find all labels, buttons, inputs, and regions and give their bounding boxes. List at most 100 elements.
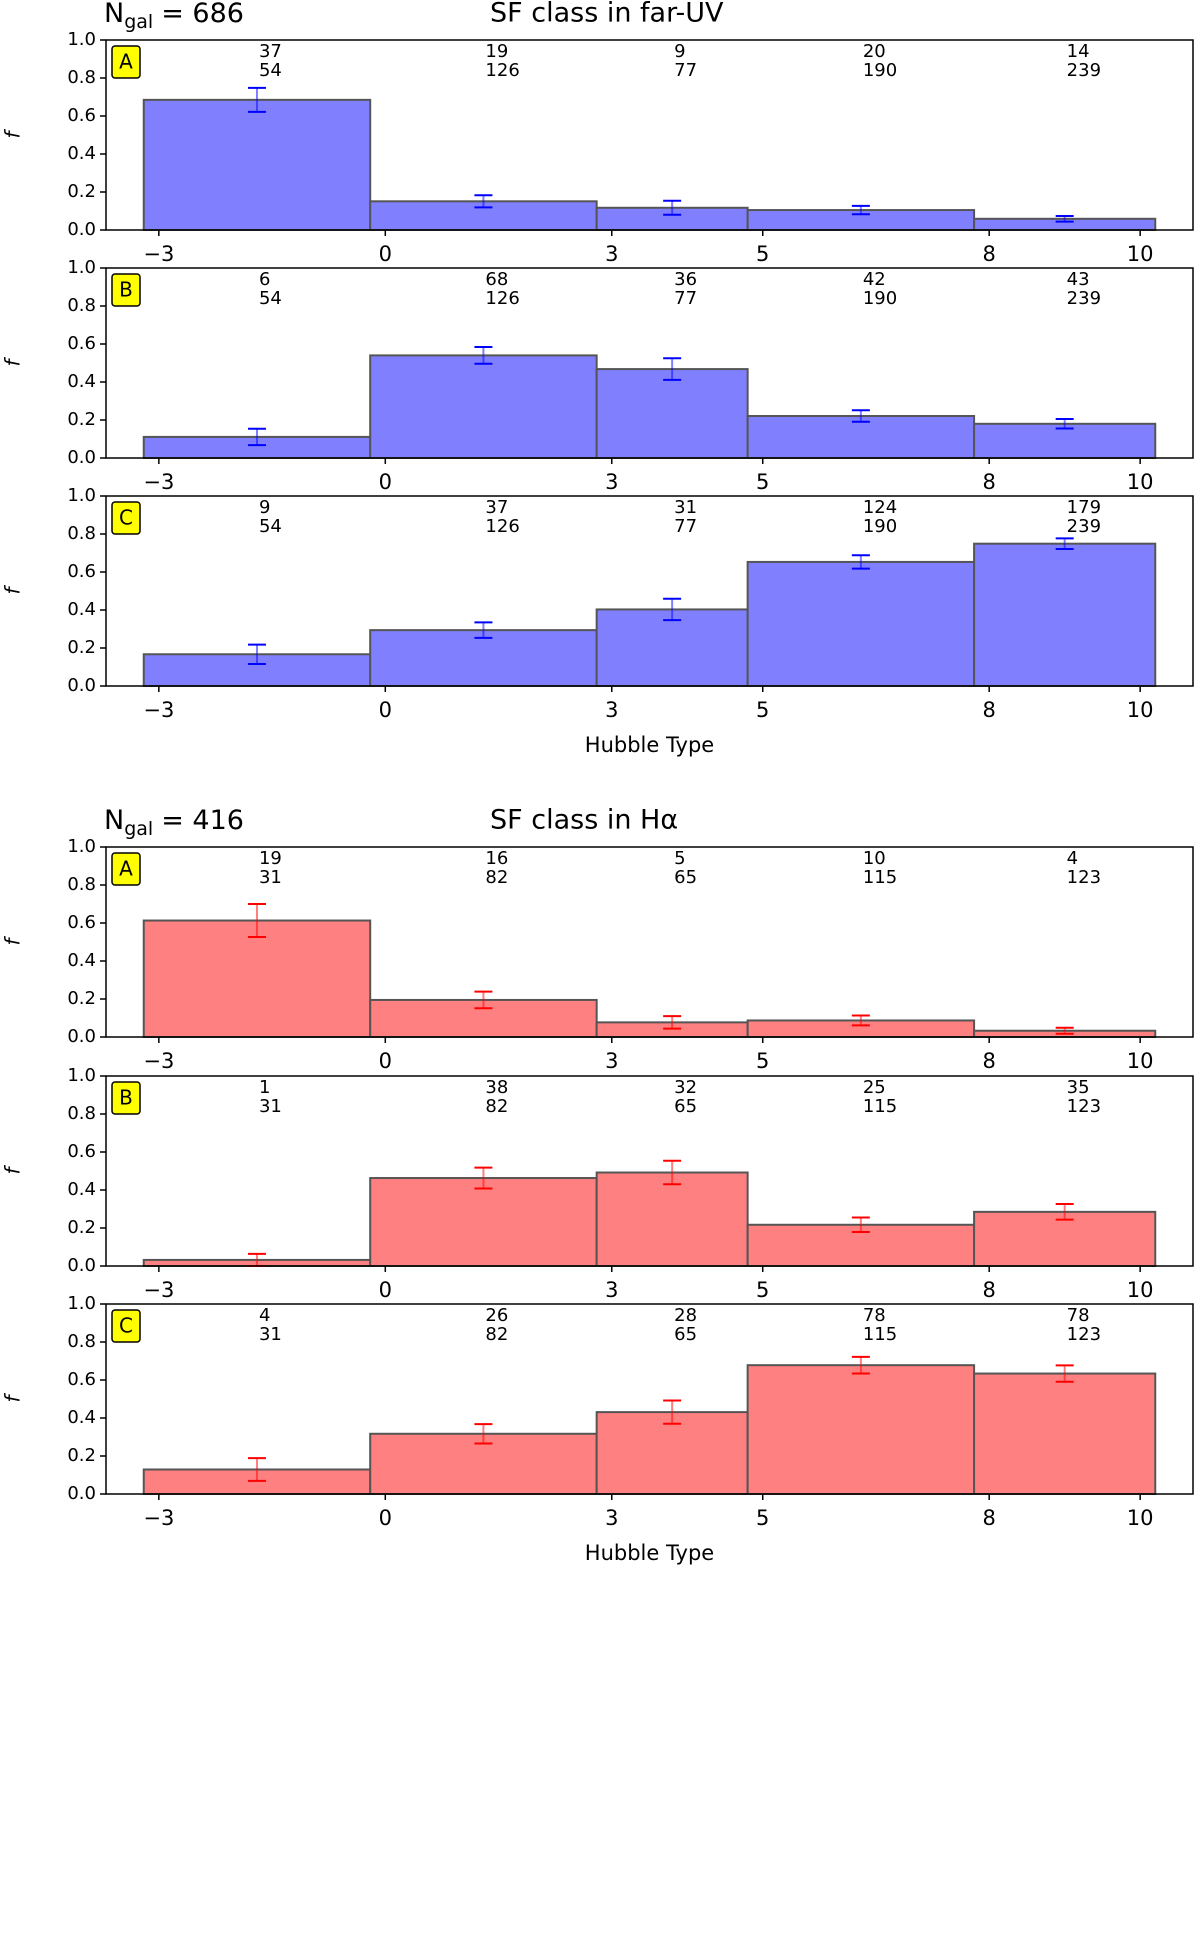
x-tick-label: −3	[143, 1049, 174, 1073]
count-label: 4	[259, 1305, 270, 1326]
error-bar	[474, 1423, 493, 1445]
y-tick-label: 0.4	[67, 143, 96, 164]
error-bar	[1055, 1026, 1074, 1035]
x-tick-label: 3	[605, 470, 618, 494]
total-label: 77	[674, 516, 697, 537]
count-label: 20	[863, 41, 886, 62]
panel-label: A	[119, 857, 133, 881]
y-tick-label: 0.4	[67, 371, 96, 392]
y-tick-label: 0.8	[67, 523, 96, 544]
x-tick-label: 5	[756, 242, 769, 266]
bar	[142, 98, 372, 231]
x-axis-label: Hubble Type	[585, 733, 714, 757]
total-label: 115	[863, 1096, 897, 1117]
y-tick-label: 0.4	[67, 599, 96, 620]
panel-label: C	[119, 506, 133, 530]
panel-label-box	[111, 1309, 141, 1343]
y-axis-label: f	[1, 1165, 25, 1175]
n-subscript: gal	[124, 818, 153, 840]
total-label: 31	[259, 867, 282, 888]
error-bar	[247, 1457, 266, 1482]
y-tick-label: 0.6	[67, 1369, 96, 1390]
count-label: 6	[259, 269, 270, 290]
x-tick-label: 3	[605, 242, 618, 266]
total-label: 31	[259, 1096, 282, 1117]
error-bar	[1055, 1364, 1074, 1383]
error-bar	[663, 1159, 682, 1186]
panel-label: B	[119, 278, 133, 302]
panel-label: C	[119, 1314, 133, 1338]
count-label: 10	[863, 848, 886, 869]
chart-title: SF class in far-UV	[490, 0, 724, 29]
x-tick-label: −3	[143, 1278, 174, 1302]
total-label: 239	[1067, 60, 1101, 81]
axes-frame	[105, 495, 1194, 687]
count-label: 9	[259, 497, 270, 518]
y-axis-label: f	[1, 585, 25, 595]
bar	[595, 1171, 749, 1268]
y-tick-label: 1.0	[67, 485, 96, 506]
y-tick-label: 0.2	[67, 637, 96, 658]
panel-label-box	[111, 45, 141, 79]
y-tick-label: 1.0	[67, 29, 96, 50]
axes-frame	[105, 1303, 1194, 1495]
x-tick-label: 0	[379, 470, 392, 494]
total-label: 123	[1067, 1096, 1101, 1117]
bar	[973, 542, 1157, 687]
x-tick-label: 3	[605, 1278, 618, 1302]
x-tick-label: 3	[605, 698, 618, 722]
count-label: 26	[485, 1305, 508, 1326]
bar	[973, 1210, 1157, 1267]
axes-frame	[105, 846, 1194, 1038]
total-label: 115	[863, 1324, 897, 1345]
error-bar	[247, 643, 266, 665]
y-tick-label: 0.8	[67, 874, 96, 895]
total-label: 190	[863, 288, 897, 309]
count-label: 179	[1067, 497, 1101, 518]
error-bar	[474, 346, 493, 365]
error-bar	[1055, 418, 1074, 430]
x-tick-label: 5	[756, 470, 769, 494]
y-axis-label: f	[1, 1393, 25, 1403]
error-bar	[851, 1355, 870, 1375]
x-tick-label: 10	[1127, 1278, 1154, 1302]
axes-frame	[105, 39, 1194, 231]
bar	[369, 1177, 598, 1268]
panel-label: B	[119, 1086, 133, 1110]
y-tick-label: 0.4	[67, 950, 96, 971]
n-text: = 416	[161, 805, 244, 836]
x-tick-label: 8	[983, 1278, 996, 1302]
error-bar	[247, 903, 266, 939]
y-tick-label: 0.8	[67, 1331, 96, 1352]
count-label: 37	[485, 497, 508, 518]
y-tick-label: 1.0	[67, 1293, 96, 1314]
x-tick-label: 10	[1127, 698, 1154, 722]
total-label: 54	[259, 60, 282, 81]
count-label: 38	[485, 1077, 508, 1098]
error-bar	[663, 199, 682, 216]
total-label: 54	[259, 516, 282, 537]
total-label: 82	[485, 1324, 508, 1345]
y-tick-label: 0.2	[67, 181, 96, 202]
count-label: 42	[863, 269, 886, 290]
n-gal-label: Ngal = 686	[104, 0, 244, 33]
error-bar	[474, 1166, 493, 1190]
x-tick-label: 0	[379, 242, 392, 266]
x-tick-label: 10	[1127, 242, 1154, 266]
x-tick-label: 5	[756, 698, 769, 722]
panel-label-box	[111, 852, 141, 886]
x-tick-label: 0	[379, 1506, 392, 1530]
count-label: 31	[674, 497, 697, 518]
error-bar	[851, 409, 870, 423]
error-bar	[851, 554, 870, 570]
x-tick-label: 8	[983, 1506, 996, 1530]
error-bar	[474, 621, 493, 639]
count-label: 68	[485, 269, 508, 290]
total-label: 65	[674, 1096, 697, 1117]
error-bar	[663, 1015, 682, 1030]
y-tick-label: 1.0	[67, 1065, 96, 1086]
n-symbol: N	[104, 0, 124, 29]
error-bar	[851, 1014, 870, 1027]
total-label: 65	[674, 867, 697, 888]
